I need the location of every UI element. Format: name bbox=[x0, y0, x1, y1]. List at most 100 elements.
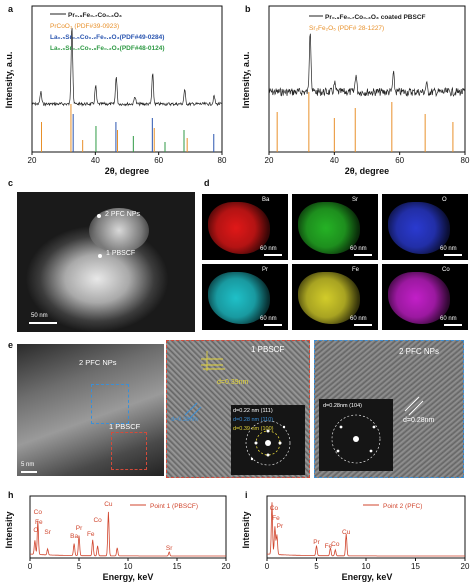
panel-letter-d: d bbox=[204, 178, 210, 188]
a-xticks: 20 40 60 80 bbox=[28, 152, 227, 165]
eds-map-scale-text: 60 nm bbox=[350, 316, 367, 322]
peak-label: Cu bbox=[104, 501, 113, 508]
peak-label: Co bbox=[331, 541, 340, 548]
hrtem-image-e: 2 PFC NPs 1 PBSCF 5 nm bbox=[17, 344, 164, 476]
a-reference-lines bbox=[41, 104, 215, 152]
e-label-pbscf: 1 PBSCF bbox=[109, 422, 141, 431]
eds-map-o: O 60 nm bbox=[382, 194, 468, 260]
h-xlabel: Energy, keV bbox=[103, 572, 154, 582]
g-d-text: d=0.28nm bbox=[403, 417, 435, 424]
i-xticks: 0 5 10 15 20 bbox=[265, 558, 470, 571]
eds-map-signal bbox=[208, 202, 270, 254]
f-title: 1 PBSCF bbox=[251, 345, 285, 354]
eds-map-signal bbox=[298, 272, 360, 324]
peak-label: Co bbox=[270, 505, 279, 512]
b-xlabel: 2θ, degree bbox=[345, 166, 389, 176]
e-scale-bar bbox=[21, 471, 37, 473]
g-fft-text: d=0.28nm (104) bbox=[323, 403, 362, 409]
peak-label: Sr bbox=[166, 545, 173, 552]
panel-letter-c: c bbox=[8, 178, 14, 188]
h-ylabel: Intensity bbox=[4, 511, 14, 548]
b-xrd-curve bbox=[268, 33, 466, 98]
peak-label: Pr bbox=[313, 539, 320, 546]
eds-map-scale-bar bbox=[264, 254, 282, 256]
f-fft-inset: d=0.22 nm (111) d=0.28 nm (110) d=0.39 n… bbox=[231, 405, 305, 475]
peak-label: Ba bbox=[70, 533, 78, 540]
c-point-marker-2 bbox=[97, 214, 101, 218]
panel-letter-b: b bbox=[245, 4, 251, 14]
f-d-blue: d=0.28nm bbox=[171, 417, 198, 423]
c-label-pfc: 2 PFC NPs bbox=[105, 211, 141, 218]
i-spectrum-curve bbox=[267, 502, 465, 557]
x-tick-label: 20 bbox=[461, 562, 470, 571]
a-xrd-curve bbox=[31, 28, 223, 107]
x-tick-label: 40 bbox=[91, 156, 100, 165]
hrtem-image-f: 1 PBSCF d=0.39nm d=0.28nm d=0.22 nm (111… bbox=[166, 340, 310, 478]
eds-map-sr: Sr 60 nm bbox=[292, 194, 378, 260]
eds-map-element-label: Fe bbox=[352, 267, 360, 273]
a-legend: Pr₀.₉Fe₀.₇Co₀.₃O₃ PrCoO₃ (PDF#39-0923) L… bbox=[50, 12, 164, 52]
a-xlabel: 2θ, degree bbox=[105, 166, 149, 176]
eds-maps-d: Ba 60 nm Sr 60 nm O 60 nm Pr 60 nm Fe 60 nm Co 60 n… bbox=[202, 194, 470, 332]
x-tick-label: 20 bbox=[222, 562, 231, 571]
x-tick-label: 5 bbox=[77, 562, 82, 571]
x-tick-label: 10 bbox=[124, 562, 133, 571]
a-frame bbox=[31, 5, 223, 153]
f-fft-text-1: d=0.28 nm (110) bbox=[233, 417, 274, 423]
peak-label: Cu bbox=[342, 529, 351, 536]
eds-map-element-label: Pr bbox=[262, 267, 268, 273]
b-xticks: 20 40 60 80 bbox=[265, 152, 470, 165]
g-lattice-marks bbox=[404, 396, 424, 416]
x-tick-label: 5 bbox=[314, 562, 319, 571]
x-tick-label: 0 bbox=[265, 562, 270, 571]
b-legend: Pr₀.₉Fe₀.₇Co₀.₃O₃ coated PBSCF Sr₂Fe₂O₅ … bbox=[309, 14, 426, 32]
b-reference-lines bbox=[276, 92, 454, 152]
xrd-chart-b: Intensity, a.u. 20 40 60 80 2θ, degree Pr₀.… bbox=[241, 5, 470, 176]
stem-image-c: 2 PFC NPs 1 PBSCF 50 nm bbox=[17, 192, 195, 332]
peak-label: Fe bbox=[87, 531, 95, 538]
eds-map-scale-bar bbox=[264, 324, 282, 326]
eds-map-scale-bar bbox=[444, 254, 462, 256]
eds-map-signal bbox=[298, 202, 360, 254]
eds-map-ba: Ba 60 nm bbox=[202, 194, 288, 260]
b-frame bbox=[268, 5, 466, 153]
peak-label: Fe bbox=[35, 519, 43, 526]
panel-letter-h: h bbox=[8, 490, 14, 500]
f-fft-pattern bbox=[245, 420, 291, 466]
x-tick-label: 80 bbox=[218, 156, 227, 165]
a-ylabel: Intensity, a.u. bbox=[4, 52, 14, 109]
peak-label: Fe bbox=[272, 515, 280, 522]
eds-map-signal bbox=[388, 202, 450, 254]
g-fft-inset: d=0.28nm (104) bbox=[319, 399, 393, 471]
b-ylabel: Intensity, a.u. bbox=[241, 52, 251, 109]
eds-map-scale-bar bbox=[354, 324, 372, 326]
b-legend-1: Sr₂Fe₂O₅ (PDF# 28-1227) bbox=[309, 25, 384, 32]
eds-map-co: Co 60 nm bbox=[382, 264, 468, 330]
x-tick-label: 10 bbox=[362, 562, 371, 571]
h-legend: Point 1 (PBSCF) bbox=[150, 503, 198, 510]
panel-letter-a: a bbox=[8, 4, 14, 14]
a-legend-3: La₀.₆Sr₀.₄Co₀.₈Fe₀.₂O₃(PDF#48-0124) bbox=[50, 45, 164, 52]
xrd-chart-a: Intensity, a.u. 20 40 60 80 2θ, degree Pr₀.… bbox=[4, 5, 227, 176]
a-legend-2: La₀.₅Sr₀.₅Co₀.₂Fe₀.₈O₃(PDF#49-0284) bbox=[50, 34, 164, 41]
eds-map-element-label: Sr bbox=[352, 197, 358, 203]
g-title: 2 PFC NPs bbox=[399, 347, 440, 356]
e-label-pfc: 2 PFC NPs bbox=[79, 358, 117, 367]
g-fft-pattern bbox=[331, 414, 381, 464]
x-tick-label: 15 bbox=[411, 562, 420, 571]
eds-map-signal bbox=[208, 272, 270, 324]
peak-label: Pr bbox=[277, 523, 284, 530]
eds-map-scale-text: 60 nm bbox=[440, 246, 457, 252]
f-fft-text-2: d=0.39 nm (100) bbox=[233, 426, 274, 432]
peak-label: Co bbox=[34, 509, 43, 516]
h-spectrum-curve bbox=[30, 511, 226, 557]
a-legend-1: PrCoO₃ (PDF#39-0923) bbox=[50, 23, 119, 30]
panel-letter-e: e bbox=[8, 340, 14, 350]
e-pfc-box bbox=[91, 384, 129, 424]
eds-map-fe: Fe 60 nm bbox=[292, 264, 378, 330]
eds-map-scale-bar bbox=[444, 324, 462, 326]
